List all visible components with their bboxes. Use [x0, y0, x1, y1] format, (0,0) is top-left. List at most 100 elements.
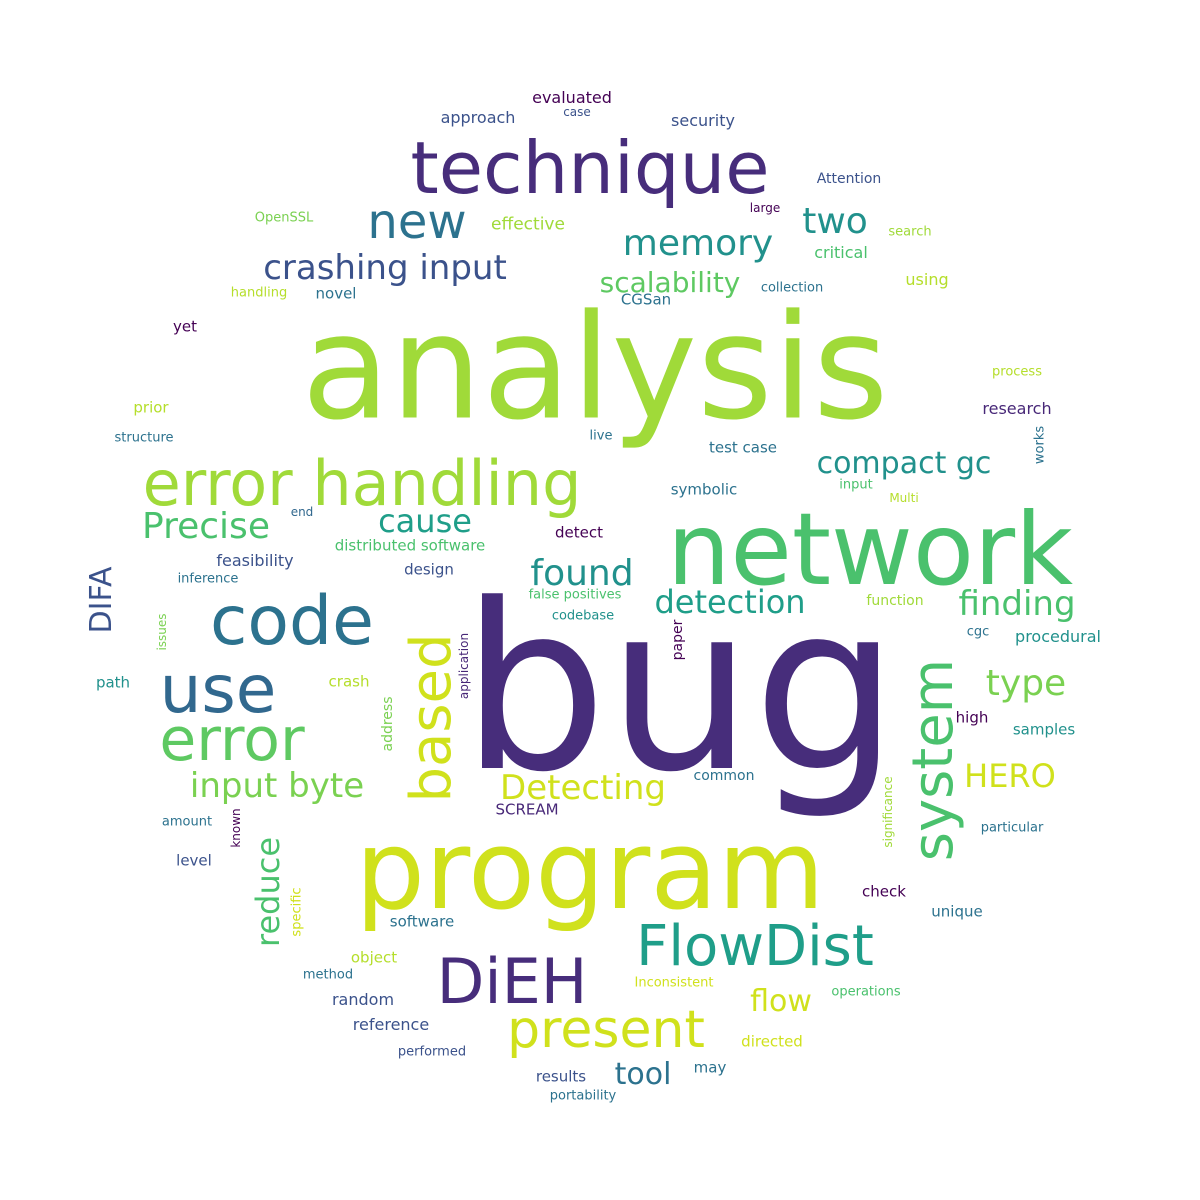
- word-scream: SCREAM: [495, 800, 559, 819]
- word-significance: significance: [881, 776, 895, 848]
- word-path: path: [95, 673, 131, 692]
- word-feasibility: feasibility: [216, 551, 294, 570]
- word-analysis: analysis: [301, 283, 889, 453]
- word-random: random: [331, 990, 395, 1009]
- word-issues: issues: [155, 613, 169, 651]
- word-evaluated: evaluated: [532, 88, 612, 107]
- word-function: function: [866, 593, 924, 609]
- word-system: system: [901, 658, 966, 862]
- word-procedural: procedural: [1015, 627, 1101, 646]
- word-tool: tool: [614, 1057, 672, 1092]
- word-code: code: [210, 582, 374, 661]
- word-case: case: [563, 105, 591, 119]
- word-level: level: [176, 851, 212, 870]
- word-input: input: [839, 477, 873, 493]
- word-difa: DIFA: [84, 566, 119, 634]
- word-address: address: [380, 696, 396, 752]
- word-two: two: [802, 201, 868, 242]
- word-error: error: [159, 705, 305, 775]
- word-operations: operations: [831, 984, 901, 1000]
- word-flow: flow: [750, 984, 812, 1019]
- word-samples: samples: [1012, 720, 1076, 739]
- word-finding: finding: [958, 584, 1076, 624]
- word-codebase: codebase: [551, 608, 615, 624]
- word-hero: HERO: [964, 757, 1056, 795]
- word-reference: reference: [352, 1015, 430, 1034]
- word-network: network: [666, 491, 1074, 608]
- word-symbolic: symbolic: [670, 480, 738, 499]
- word-inference: inference: [177, 571, 239, 587]
- word-security: security: [671, 111, 735, 130]
- word-using: using: [905, 270, 949, 289]
- word-common: common: [693, 768, 755, 784]
- word-live: live: [589, 428, 613, 444]
- word-based: based: [399, 633, 464, 803]
- word-bug: bug: [461, 556, 899, 823]
- word-particular: particular: [980, 820, 1044, 836]
- word-application: application: [457, 632, 471, 700]
- word-present: present: [507, 1000, 705, 1060]
- word-approach: approach: [440, 108, 516, 127]
- word-precise: Precise: [142, 506, 270, 547]
- word-test-case: test case: [708, 438, 778, 457]
- word-scalability: scalability: [599, 266, 741, 299]
- word-inconsistent: Inconsistent: [634, 975, 714, 991]
- word-search: search: [888, 224, 932, 240]
- word-distributed-software: distributed software: [334, 536, 486, 555]
- word-unique: unique: [931, 902, 983, 921]
- word-yet: yet: [173, 317, 197, 336]
- word-error-handling: error handling: [142, 447, 582, 520]
- word-found: found: [530, 553, 634, 594]
- word-input-byte: input byte: [189, 766, 365, 806]
- word-type: type: [985, 663, 1067, 704]
- word-false-positives: false positives: [528, 587, 622, 603]
- word-detecting: Detecting: [500, 768, 666, 808]
- word-performed: performed: [397, 1044, 467, 1060]
- word-use: use: [159, 651, 277, 728]
- word-portability: portability: [549, 1088, 617, 1104]
- word-detect: detect: [555, 523, 603, 542]
- word-known: known: [229, 808, 243, 848]
- word-prior: prior: [133, 398, 169, 417]
- word-software: software: [389, 912, 455, 931]
- word-amount: amount: [161, 814, 213, 830]
- word-attention: Attention: [816, 171, 882, 187]
- word-crash: crash: [328, 672, 370, 691]
- word-critical: critical: [814, 243, 868, 262]
- word-end: end: [290, 505, 314, 519]
- word-cgc: cgc: [966, 624, 990, 640]
- word-cause: cause: [378, 502, 472, 540]
- word-process: process: [992, 364, 1042, 380]
- word-collection: collection: [760, 280, 824, 296]
- word-structure: structure: [114, 430, 174, 446]
- word-openssl: OpenSSL: [254, 210, 314, 226]
- word-novel: novel: [315, 284, 357, 303]
- word-detection: detection: [654, 583, 806, 621]
- word-program: program: [355, 806, 825, 934]
- word-crashing-input: crashing input: [263, 248, 507, 288]
- word-multi: Multi: [889, 491, 919, 505]
- word-large: large: [749, 201, 781, 215]
- word-specific: specific: [289, 887, 305, 937]
- word-high: high: [955, 708, 989, 727]
- word-flowdist: FlowDist: [636, 914, 874, 979]
- word-dieh: DiEH: [436, 945, 588, 1018]
- word-research: research: [982, 399, 1052, 418]
- word-new: new: [367, 194, 467, 250]
- word-results: results: [535, 1067, 587, 1086]
- word-memory: memory: [622, 223, 774, 264]
- word-directed: directed: [741, 1032, 803, 1051]
- word-object: object: [350, 948, 398, 967]
- word-may: may: [693, 1058, 727, 1077]
- word-design: design: [404, 560, 454, 579]
- word-effective: effective: [491, 214, 565, 235]
- word-reduce: reduce: [249, 836, 287, 948]
- word-check: check: [862, 882, 906, 901]
- word-compact-gc: compact gc: [816, 446, 992, 481]
- word-handling: handling: [230, 285, 288, 301]
- word-method: method: [302, 967, 354, 983]
- word-paper: paper: [670, 619, 686, 661]
- word-works: works: [1032, 425, 1048, 465]
- word-cgsan: CGSan: [620, 290, 672, 309]
